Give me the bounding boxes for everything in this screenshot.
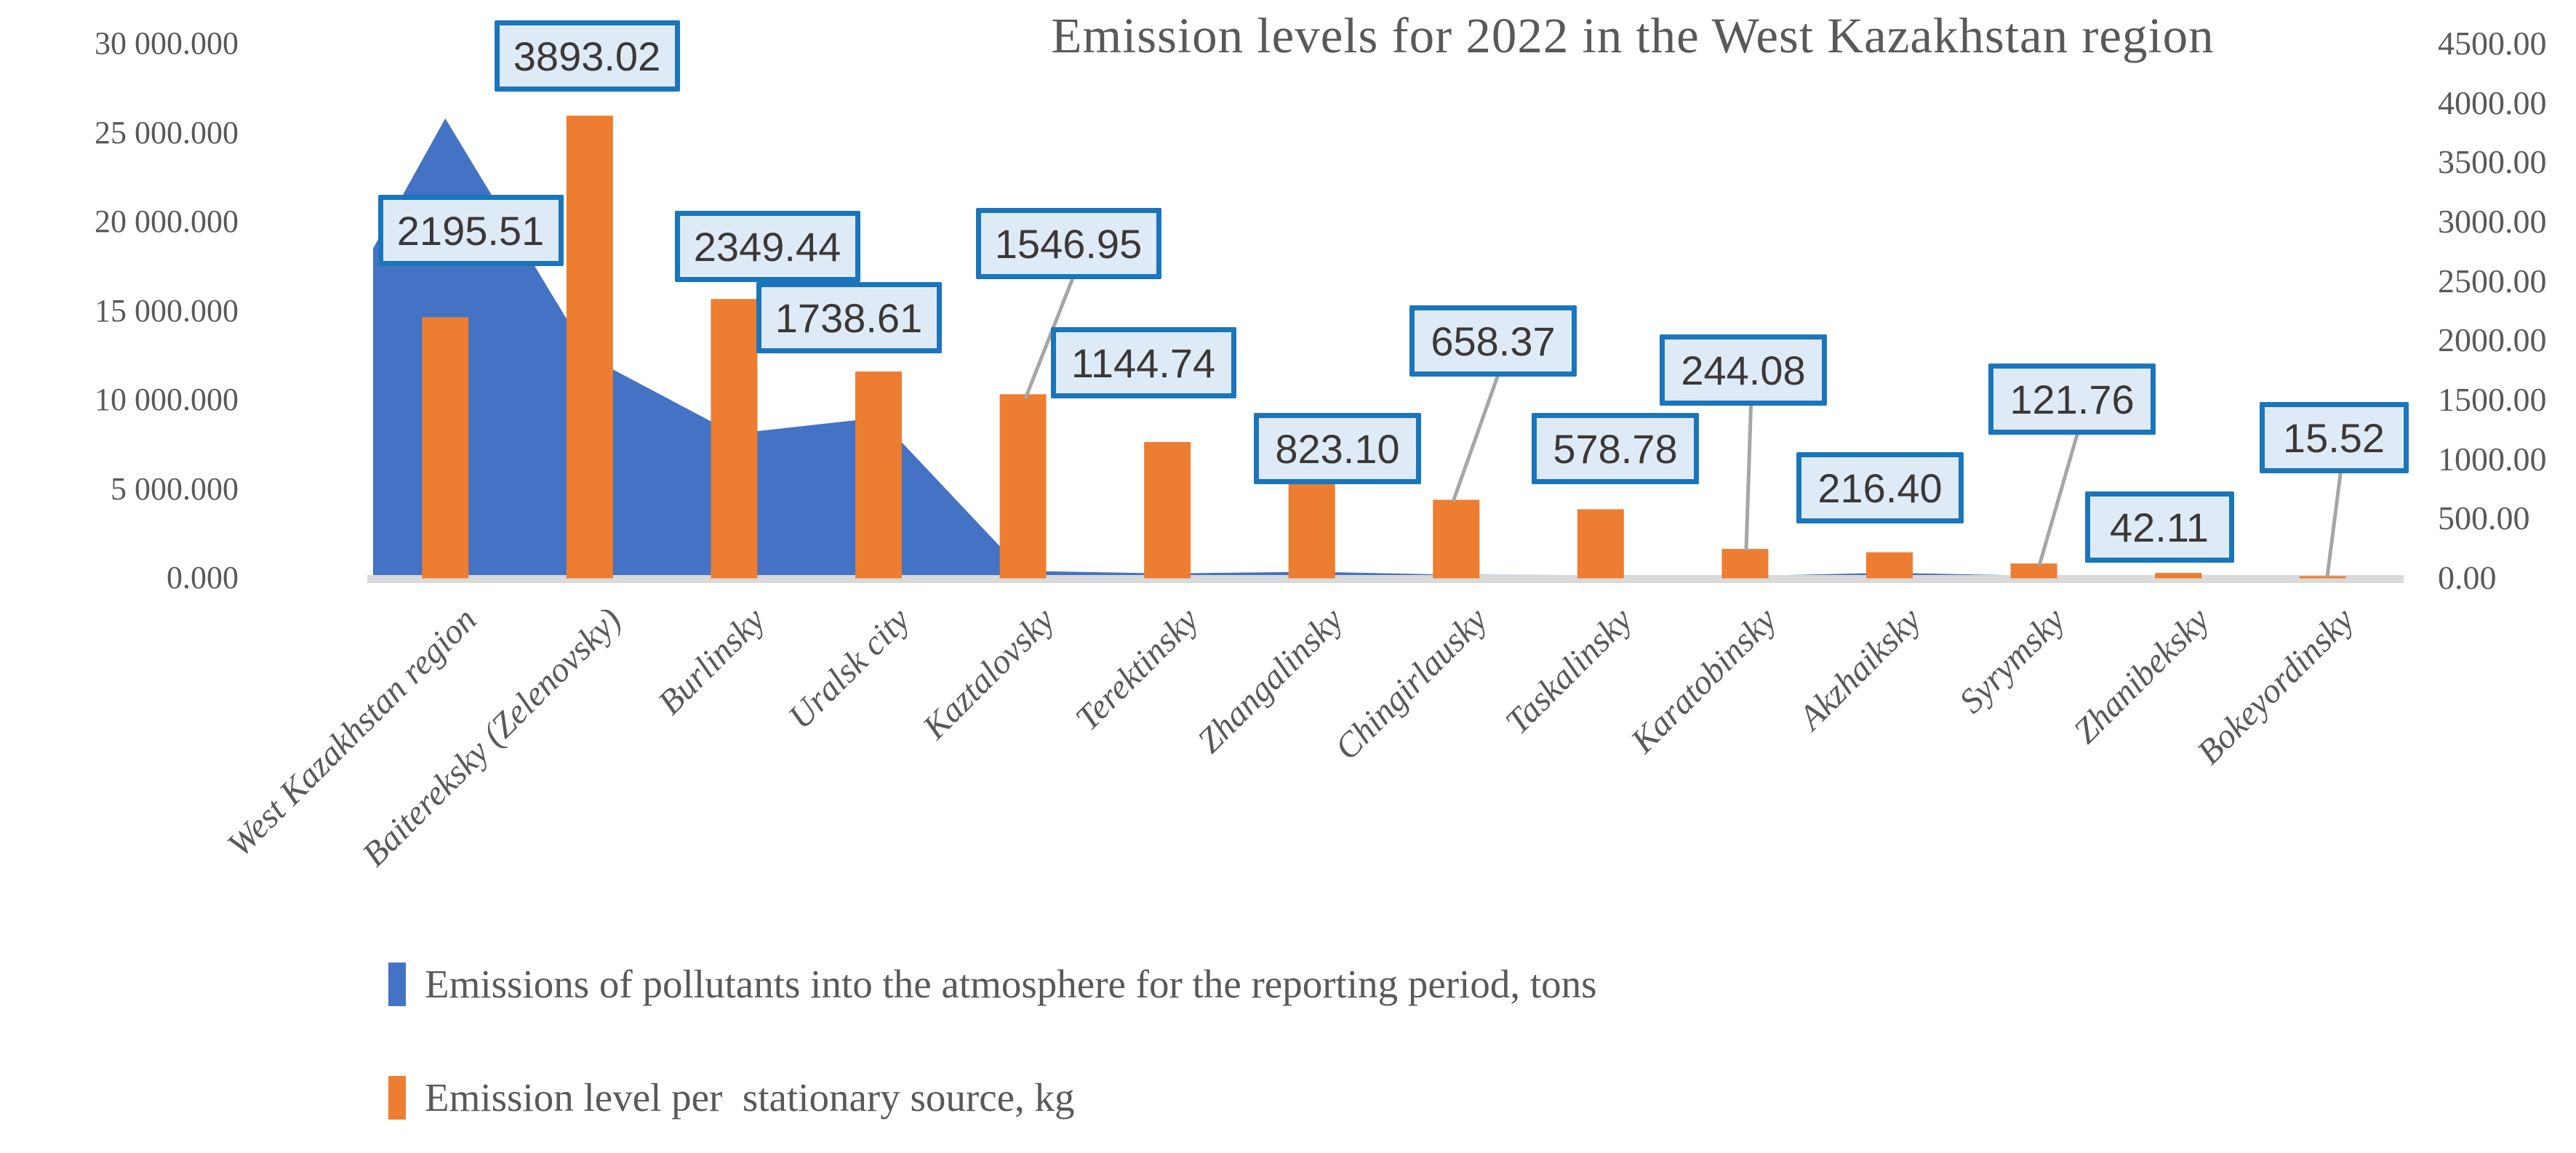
data-label-callout: 658.37 — [1409, 305, 1577, 377]
left-axis-tick-label: 10 000.000 — [95, 382, 239, 417]
data-label-callout: 1738.61 — [756, 282, 942, 353]
right-axis-tick-label: 0.00 — [2438, 559, 2497, 596]
data-label-callout: 1144.74 — [1050, 327, 1236, 398]
emission-bar — [1721, 549, 1769, 579]
emission-bar — [2299, 576, 2346, 579]
emission-bar — [1866, 552, 1913, 579]
legend-swatch — [388, 1075, 406, 1120]
right-axis-tick-label: 500.00 — [2438, 499, 2530, 537]
legend-series-label: Emission level per stationary source, kg — [425, 1075, 1075, 1120]
callout-leader-line — [1451, 366, 1503, 502]
right-axis-tick-label: 4500.00 — [2438, 25, 2547, 62]
emission-bar — [855, 371, 902, 579]
data-label-callout: 823.10 — [1254, 413, 1421, 484]
legend-series-label: Emissions of pollutants into the atmosph… — [425, 962, 1597, 1006]
right-axis-tick-label: 1500.00 — [2438, 381, 2547, 418]
legend-item: Emissions of pollutants into the atmosph… — [388, 961, 1597, 1007]
right-axis-tick-label: 3500.00 — [2438, 143, 2547, 181]
right-axis-tick-label: 3000.00 — [2438, 203, 2547, 240]
emission-bar — [2010, 563, 2057, 579]
callout-leader-line — [1744, 395, 1753, 551]
data-label-callout: 244.08 — [1660, 334, 1827, 406]
right-axis-tick-label: 2500.00 — [2438, 262, 2547, 300]
emission-bar — [1577, 509, 1624, 579]
data-label-callout: 1546.95 — [975, 208, 1161, 279]
left-axis-tick-label: 30 000.000 — [95, 25, 239, 61]
callout-leader-line — [2037, 424, 2082, 566]
callout-leader-line — [2325, 462, 2344, 577]
data-label-callout: 2195.51 — [377, 195, 564, 266]
data-label-callout: 121.76 — [1988, 363, 2156, 435]
x-axis-baseline — [367, 575, 2404, 583]
emission-bar — [1433, 499, 1480, 579]
emission-bar — [1288, 480, 1335, 579]
left-axis-tick-label: 5 000.000 — [111, 470, 239, 507]
left-axis-tick-label: 0.000 — [167, 560, 239, 595]
right-axis-tick-label: 4000.00 — [2438, 84, 2547, 121]
right-axis-tick-label: 1000.00 — [2438, 440, 2547, 478]
left-axis-tick-label: 25 000.000 — [95, 114, 239, 150]
legend-item: Emission level per stationary source, kg — [388, 1074, 1075, 1120]
emission-bar — [566, 116, 613, 579]
data-label-callout: 216.40 — [1796, 452, 1964, 523]
data-label-callout: 2349.44 — [674, 211, 860, 282]
data-label-callout: 15.52 — [2259, 402, 2409, 473]
emission-bar — [1144, 442, 1191, 579]
data-label-callout: 42.11 — [2084, 491, 2234, 563]
emission-bar — [422, 317, 469, 579]
legend-swatch — [388, 962, 406, 1006]
left-axis-tick-label: 15 000.000 — [95, 292, 239, 329]
emission-bar — [2155, 573, 2202, 579]
right-axis-tick-label: 2000.00 — [2438, 321, 2547, 359]
data-label-callout: 3893.02 — [494, 20, 680, 92]
emission-bar — [711, 299, 758, 579]
chart-title: Emission levels for 2022 in the West Kaz… — [1051, 8, 2215, 63]
left-axis-tick-label: 20 000.000 — [95, 204, 239, 239]
emission-bar — [999, 394, 1047, 579]
data-label-callout: 578.78 — [1532, 413, 1699, 484]
